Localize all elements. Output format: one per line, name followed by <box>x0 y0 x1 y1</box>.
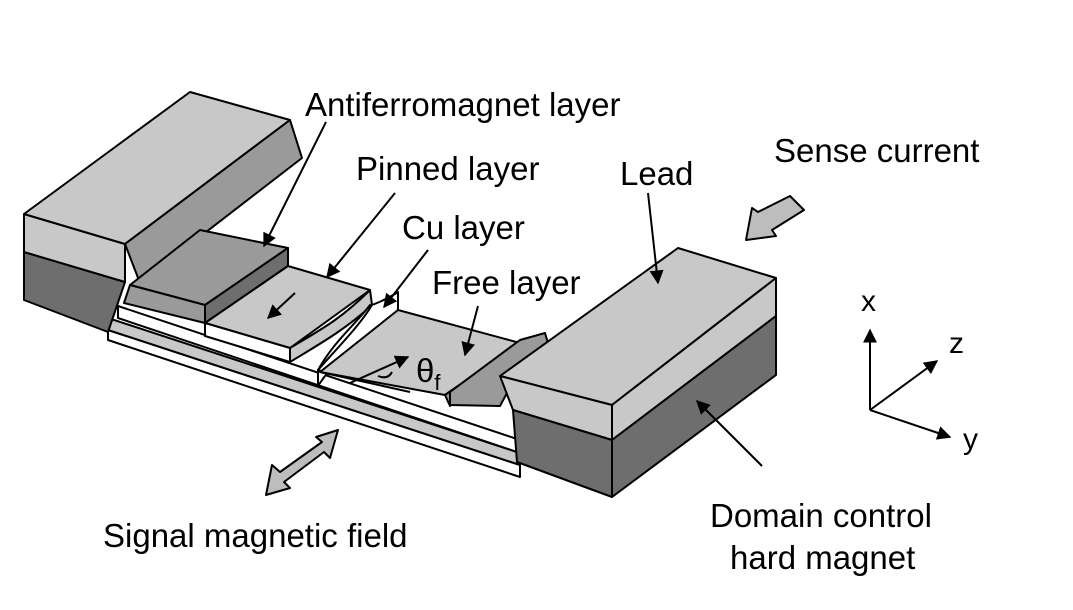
right-lead-block <box>449 247 777 498</box>
cu-leader <box>383 249 429 309</box>
cu-label: Cu layer <box>402 209 525 246</box>
domain-control-leader <box>696 400 763 467</box>
free-reference-line <box>319 371 411 393</box>
free-leader <box>461 305 479 357</box>
sense-current-label: Sense current <box>774 132 979 169</box>
pinned-label: Pinned layer <box>356 150 539 187</box>
theta-label: θf <box>416 352 441 395</box>
pinned-magnetization-arrow <box>266 292 296 319</box>
pinned-leader <box>326 192 396 279</box>
coordinate-axes: x y z <box>861 285 978 456</box>
axis-z-label: z <box>949 327 964 360</box>
antiferromagnet-leader <box>263 121 327 248</box>
sense-current-arrow <box>745 195 805 241</box>
signal-field-label: Signal magnetic field <box>103 517 408 554</box>
free-magnetization-arrow <box>349 355 410 384</box>
domain-control-label-line2: hard magnet <box>730 539 915 576</box>
signal-field-arrow <box>265 429 339 496</box>
free-label: Free layer <box>432 264 581 301</box>
lead-leader <box>647 192 664 285</box>
domain-control-label-line1: Domain control <box>710 497 932 534</box>
antiferromagnet-label: Antiferromagnet layer <box>305 86 620 123</box>
pinned-layer <box>204 265 373 363</box>
axis-y-label: y <box>963 423 978 456</box>
lead-label: Lead <box>620 155 693 192</box>
theta-angle-arc <box>377 371 393 379</box>
axis-x-label: x <box>861 285 876 318</box>
